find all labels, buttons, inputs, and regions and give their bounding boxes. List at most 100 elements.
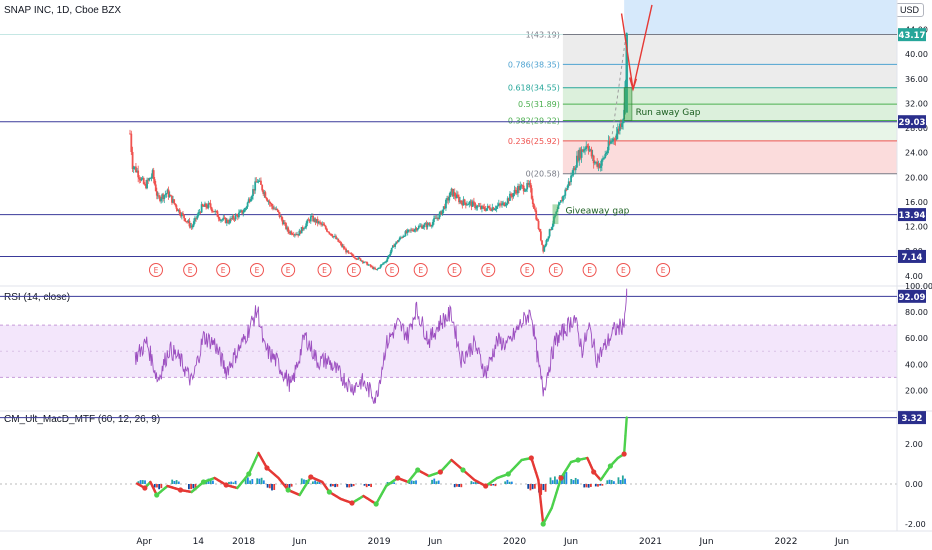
candle: [383, 262, 385, 264]
macd-cross-dot: [621, 451, 627, 457]
candle: [365, 261, 368, 263]
candle: [556, 209, 559, 212]
candle: [435, 217, 437, 219]
candle: [224, 217, 227, 224]
candle: [169, 195, 172, 196]
candle: [288, 231, 291, 234]
candle: [291, 234, 294, 236]
candle: [269, 203, 272, 204]
candle: [395, 241, 398, 244]
candle: [538, 228, 541, 232]
candle: [328, 232, 331, 234]
candle: [620, 123, 622, 128]
candle: [461, 202, 464, 206]
candle: [197, 212, 200, 216]
candle: [324, 226, 327, 229]
candle: [500, 204, 502, 206]
candle: [578, 149, 581, 161]
candle: [507, 198, 510, 201]
candle: [183, 214, 185, 219]
candle: [306, 219, 309, 224]
candle: [463, 199, 466, 203]
candle: [592, 155, 595, 164]
candle: [290, 231, 293, 235]
candle: [235, 214, 238, 216]
candle: [151, 170, 154, 177]
fib-label: 0.5(31.89): [518, 100, 560, 109]
candle: [261, 184, 264, 191]
candle: [260, 180, 262, 185]
candle: [454, 196, 457, 199]
candle: [462, 199, 465, 206]
candle: [258, 180, 261, 182]
candle: [483, 206, 486, 210]
candle: [455, 194, 458, 199]
candle: [321, 223, 324, 225]
candle: [303, 228, 305, 230]
candle: [362, 262, 365, 264]
macd-line-segment: [537, 478, 541, 493]
price-tag: [898, 208, 926, 222]
macd-histogram-bar: [563, 472, 566, 484]
candle: [311, 215, 313, 217]
candle: [550, 227, 553, 230]
candle: [355, 258, 357, 260]
candle: [213, 211, 215, 213]
candle: [346, 250, 349, 253]
candle: [249, 199, 252, 202]
candle: [147, 179, 150, 181]
candle: [327, 231, 329, 233]
macd-histogram-bar: [316, 481, 319, 484]
macd-histogram-bar: [334, 484, 337, 488]
candle: [366, 262, 369, 266]
candle: [301, 227, 304, 230]
candle: [593, 162, 596, 164]
candle: [248, 199, 251, 202]
candle: [160, 198, 162, 201]
symbol-title: SNAP INC, 1D, Cboe BZX: [4, 5, 122, 16]
fib-label: 0.236(25.92): [508, 137, 560, 146]
candle: [384, 262, 386, 263]
rsi-tick-label: 100.00: [905, 282, 932, 291]
candle: [523, 190, 526, 192]
macd-tick-label: 2.00: [905, 440, 923, 449]
candle: [307, 219, 310, 221]
candle: [530, 188, 533, 199]
macd-histogram-bar: [228, 481, 230, 484]
macd-histogram-bar: [553, 476, 556, 484]
candle: [459, 200, 461, 203]
candle: [182, 213, 184, 215]
candle: [474, 202, 476, 209]
candle: [275, 208, 278, 210]
candle: [501, 203, 503, 206]
candle: [399, 237, 402, 239]
candle: [339, 242, 342, 244]
candle: [370, 266, 373, 268]
candle: [546, 239, 549, 241]
candle: [430, 225, 433, 227]
x-tick-label: Apr: [136, 537, 152, 547]
candle: [278, 212, 281, 217]
candle: [585, 145, 588, 149]
earnings-icon: [656, 263, 671, 277]
candle: [196, 215, 199, 219]
price-tick-label: 4.00: [905, 272, 923, 281]
macd-histogram-bar: [311, 481, 314, 484]
x-tick-label: Jun: [563, 537, 578, 547]
candle: [453, 192, 456, 197]
candle: [586, 145, 589, 147]
candle: [377, 267, 380, 269]
candle: [132, 167, 135, 169]
candle: [600, 159, 603, 166]
macd-histogram-bar: [288, 484, 291, 488]
earnings-label: E: [188, 266, 193, 275]
candle: [135, 166, 137, 173]
candle: [517, 186, 519, 194]
candle: [602, 158, 604, 160]
macd-histogram-bar: [589, 484, 592, 487]
macd-histogram-bar: [474, 481, 477, 484]
earnings-icon: [481, 263, 496, 277]
candle: [238, 212, 240, 218]
